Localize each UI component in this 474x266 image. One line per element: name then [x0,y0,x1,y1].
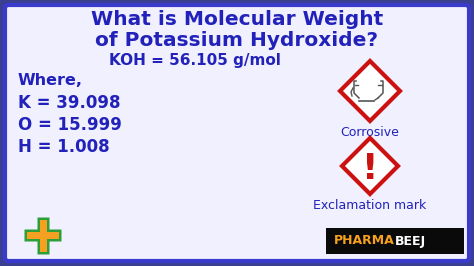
Text: What is Molecular Weight: What is Molecular Weight [91,10,383,29]
Text: Where,: Where, [18,73,83,88]
Text: !: ! [362,152,378,186]
Text: of Potassium Hydroxide?: of Potassium Hydroxide? [95,31,379,50]
Polygon shape [340,61,400,121]
FancyBboxPatch shape [40,220,47,252]
Text: KOH = 56.105 g/mol: KOH = 56.105 g/mol [109,53,281,68]
Polygon shape [342,138,398,194]
FancyBboxPatch shape [5,5,469,261]
FancyBboxPatch shape [27,232,59,239]
Text: BEEJ: BEEJ [395,235,426,247]
FancyBboxPatch shape [326,228,464,254]
Text: PHARMA: PHARMA [334,235,395,247]
Text: Exclamation mark: Exclamation mark [313,199,427,212]
Text: H = 1.008: H = 1.008 [18,138,109,156]
Text: K = 39.098: K = 39.098 [18,94,120,112]
FancyBboxPatch shape [25,230,62,242]
FancyBboxPatch shape [37,218,49,255]
Text: O = 15.999: O = 15.999 [18,116,122,134]
Text: Corrosive: Corrosive [340,126,400,139]
